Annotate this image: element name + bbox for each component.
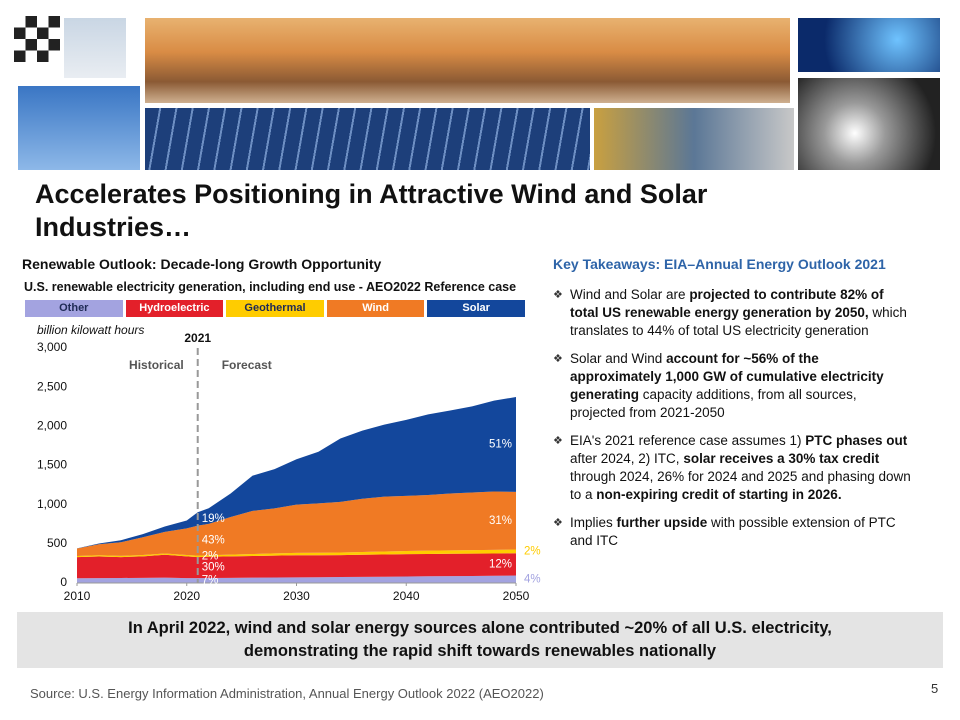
y-tick-label: 1,500 [37, 458, 67, 472]
photo-fiber [798, 18, 940, 72]
bullet: Solar and Wind account for ~56% of the a… [553, 350, 913, 422]
share-label: 31% [489, 515, 512, 527]
bullet-list: Wind and Solar are projected to contribu… [553, 286, 913, 550]
y-tick-label: 2,500 [37, 379, 67, 393]
bullet-bold-text: solar receives a 30% tax credit [683, 451, 880, 466]
bullet-bold-text: further upside [616, 515, 708, 530]
share-label: 19% [202, 513, 225, 525]
takeaways-heading: Key Takeaways: EIA–Annual Energy Outlook… [553, 256, 886, 272]
bullet: Wind and Solar are projected to contribu… [553, 286, 913, 340]
share-label: 12% [489, 558, 512, 570]
share-label: 51% [489, 438, 512, 450]
photo-solar-panels [145, 108, 590, 170]
area [77, 575, 516, 583]
area [77, 491, 516, 556]
share-label: 2% [202, 550, 219, 562]
legend-item: Solar [427, 300, 525, 317]
callout-line: In April 2022, wind and solar energy sou… [128, 619, 832, 637]
y-tick-label: 500 [47, 536, 67, 550]
legend-item: Hydroelectric [125, 300, 224, 317]
y-tick-label: 3,000 [37, 340, 67, 354]
area [77, 549, 516, 558]
divider-left-label: Historical [129, 358, 184, 372]
x-tick-label: 2040 [393, 589, 420, 603]
y-tick-label: 0 [60, 575, 67, 589]
chart-title: U.S. renewable electricity generation, i… [24, 280, 517, 294]
legend: Other Hydroelectric Geothermal Wind Solar [25, 300, 525, 317]
legend-item: Other [25, 300, 123, 317]
bullet-bold-text: PTC phases out [805, 433, 908, 448]
x-tick-label: 2010 [64, 589, 91, 603]
takeaways: Key Takeaways: EIA–Annual Energy Outlook… [553, 256, 913, 560]
divider-label: 2021 [184, 331, 211, 345]
legend-item: Geothermal [226, 300, 324, 317]
area [77, 397, 516, 549]
bullet-text: EIA's 2021 reference case assumes 1) [570, 433, 806, 448]
bullet-text: through 2024, 26% for 2024 and 2025 and … [570, 469, 911, 502]
bullet-bold-text: projected to contribute 82% of total US … [570, 287, 884, 320]
bullet-text: Solar and Wind [570, 351, 667, 366]
bullet: Implies further upside with possible ext… [553, 514, 913, 550]
chart: billion kilowatt hours 0 500 1,000 1,500 2,00… [37, 323, 541, 603]
y-axis-label: billion kilowatt hours [37, 323, 144, 337]
share-label: 7% [202, 575, 219, 587]
bullet-bold-text: non-expiring credit of starting in 2026. [596, 487, 842, 502]
share-label: 4% [524, 573, 541, 585]
y-tick-label: 2,000 [37, 419, 67, 433]
bullet-text: after 2024, 2) ITC, [570, 451, 684, 466]
bullet-text: Wind and Solar are [570, 287, 690, 302]
x-tick-label: 2020 [173, 589, 200, 603]
bullet-text: which translates to 44% of total US elec… [570, 305, 907, 338]
bullet-text: with possible extension of PTC and ITC [570, 515, 896, 548]
share-label: 43% [202, 535, 225, 547]
bullet: EIA's 2021 reference case assumes 1) PTC… [553, 432, 913, 504]
slide-title: Accelerates Positioning in Attractive Wi… [35, 179, 708, 242]
share-label: 30% [202, 562, 225, 574]
page-number: 5 [931, 681, 939, 696]
section-heading: Renewable Outlook: Decade-long Growth Op… [22, 256, 382, 272]
photo-welding [798, 78, 940, 170]
callout: In April 2022, wind and solar energy sou… [17, 612, 943, 668]
area [77, 553, 516, 579]
bullet-text: capacity additions, from all sources, pr… [570, 387, 857, 420]
photo-worker [594, 108, 794, 170]
bullet-bold-text: account for ~56% of the approximately 1,… [570, 351, 884, 402]
photo-cell-tower [18, 86, 140, 170]
source: Source: U.S. Energy Information Administ… [30, 686, 544, 701]
bullet-text: Implies [570, 515, 617, 530]
divider-right-label: Forecast [222, 358, 272, 372]
legend-item: Wind [326, 300, 425, 317]
share-label: 2% [524, 545, 541, 557]
photo-wind-farm [145, 18, 790, 103]
x-tick-label: 2050 [503, 589, 530, 603]
y-tick-label: 1,000 [37, 497, 67, 511]
logo [14, 16, 60, 62]
x-tick-label: 2030 [283, 589, 310, 603]
photo-power-tower [64, 18, 126, 78]
callout-line: demonstrating the rapid shift towards re… [243, 642, 717, 660]
